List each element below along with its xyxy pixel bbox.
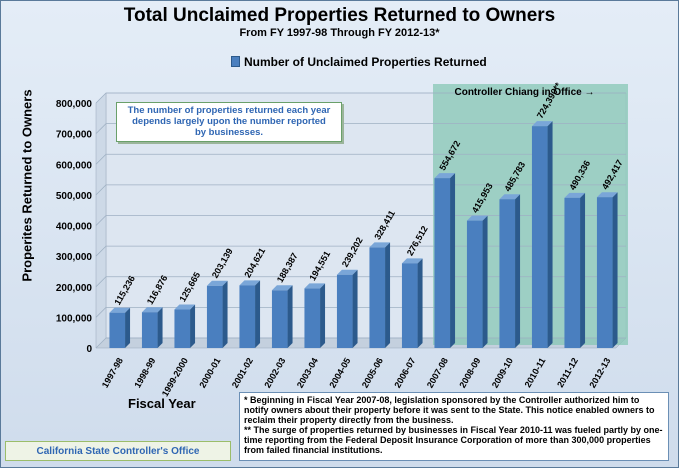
x-tick-label: 2001-02 xyxy=(230,356,255,390)
bar-top xyxy=(369,242,391,248)
gridline xyxy=(95,153,626,165)
bar xyxy=(304,288,321,348)
x-tick-label: 2011-12 xyxy=(555,356,580,389)
bar-top xyxy=(206,280,228,286)
bar-side xyxy=(255,280,261,348)
bar xyxy=(174,309,191,348)
bar-top xyxy=(141,307,163,313)
bar-side xyxy=(320,283,326,348)
bar xyxy=(401,263,418,348)
x-tick-label: 2002-03 xyxy=(262,356,287,390)
bar xyxy=(564,197,581,348)
bar-side xyxy=(157,307,163,348)
y-tick-label: 600,000 xyxy=(56,160,93,171)
x-tick-label: 2005-06 xyxy=(360,356,385,390)
bar-top xyxy=(271,285,293,291)
x-tick-label: 2006-07 xyxy=(392,356,417,390)
chart-legend: Number of Unclaimed Properties Returned xyxy=(231,55,487,69)
y-tick-label: 500,000 xyxy=(56,191,93,202)
legend-label: Number of Unclaimed Properties Returned xyxy=(244,55,487,69)
bar xyxy=(336,274,353,348)
note-line: depends largely upon the number reported xyxy=(132,116,326,127)
bar-side xyxy=(547,121,553,348)
chart-subtitle: From FY 1997-98 Through FY 2012-13* xyxy=(239,27,440,39)
footnote-box: * Beginning in Fiscal Year 2007-08, legi… xyxy=(239,392,669,461)
y-tick-label: 0 xyxy=(86,344,92,355)
bar xyxy=(271,290,288,348)
y-tick-label: 200,000 xyxy=(56,283,93,294)
bar-side xyxy=(385,242,391,348)
bar-top xyxy=(434,173,456,179)
bar-top xyxy=(564,192,586,198)
bar-top xyxy=(499,194,521,200)
x-tick-label: 1999-2000 xyxy=(160,356,190,398)
bar-top xyxy=(174,304,196,310)
bar-side xyxy=(515,194,521,348)
bar-side xyxy=(287,285,293,348)
bar xyxy=(206,285,223,348)
x-tick-label: 2004-05 xyxy=(327,356,352,390)
bar-top xyxy=(336,269,358,275)
bar-top xyxy=(304,283,326,289)
x-tick-label: 1998-99 xyxy=(132,356,157,390)
bar xyxy=(434,178,451,348)
bar-side xyxy=(125,307,131,348)
y-tick-label: 800,000 xyxy=(56,99,93,110)
x-tick-label: 2003-04 xyxy=(295,356,320,390)
bar-side xyxy=(417,258,423,348)
legend-swatch xyxy=(231,56,240,67)
x-tick-label: 2010-11 xyxy=(523,356,548,389)
bar xyxy=(109,312,126,348)
bar xyxy=(531,126,548,348)
x-tick-label: 2007-08 xyxy=(425,356,450,390)
bar-side xyxy=(352,269,358,348)
y-axis-label: Properites Returned to Owners xyxy=(19,89,35,282)
note-line: by businesses. xyxy=(194,127,264,138)
bar xyxy=(369,247,386,348)
y-tick-label: 300,000 xyxy=(56,252,93,263)
footnote: ** The surge of properties returned by b… xyxy=(244,425,663,455)
bar xyxy=(239,285,256,348)
x-tick-label: 2012-13 xyxy=(587,356,612,390)
x-tick-label: 2000-01 xyxy=(197,356,222,390)
y-tick-label: 400,000 xyxy=(56,222,93,233)
bar-top xyxy=(596,192,618,198)
footnote: * Beginning in Fiscal Year 2007-08, legi… xyxy=(244,395,655,425)
bar-side xyxy=(580,192,586,348)
x-tick-label: 1997-98 xyxy=(100,356,125,390)
x-tick-label: 2008-09 xyxy=(457,356,482,390)
bar-top xyxy=(401,258,423,264)
y-tick-label: 700,000 xyxy=(56,130,93,141)
note-line: The number of properties returned each y… xyxy=(127,105,331,116)
gridline xyxy=(95,123,626,134)
bar-side xyxy=(482,215,488,348)
bar xyxy=(466,220,483,348)
x-axis-label: Fiscal Year xyxy=(128,396,196,411)
controller-tenure-region xyxy=(433,84,628,345)
bar-top xyxy=(531,121,553,127)
bar-side xyxy=(612,192,618,348)
chart-title: Total Unclaimed Properties Returned to O… xyxy=(123,5,556,26)
bar-side xyxy=(450,173,456,348)
bar-top xyxy=(239,280,261,286)
source-label: California State Controller's Office xyxy=(5,441,231,461)
controller-in-office-label: Controller Chiang in Office → xyxy=(454,87,595,98)
x-tick-label: 2009-10 xyxy=(490,356,515,390)
bar-side xyxy=(190,304,196,348)
gridline xyxy=(95,92,626,104)
bar-top xyxy=(466,215,488,221)
bar xyxy=(499,199,516,348)
y-tick-label: 100,000 xyxy=(56,313,93,324)
bar-side xyxy=(222,280,228,348)
bar-top xyxy=(109,307,131,313)
annotation-note: The number of properties returned each y… xyxy=(116,102,342,142)
bar xyxy=(141,312,158,348)
bar xyxy=(596,197,613,348)
